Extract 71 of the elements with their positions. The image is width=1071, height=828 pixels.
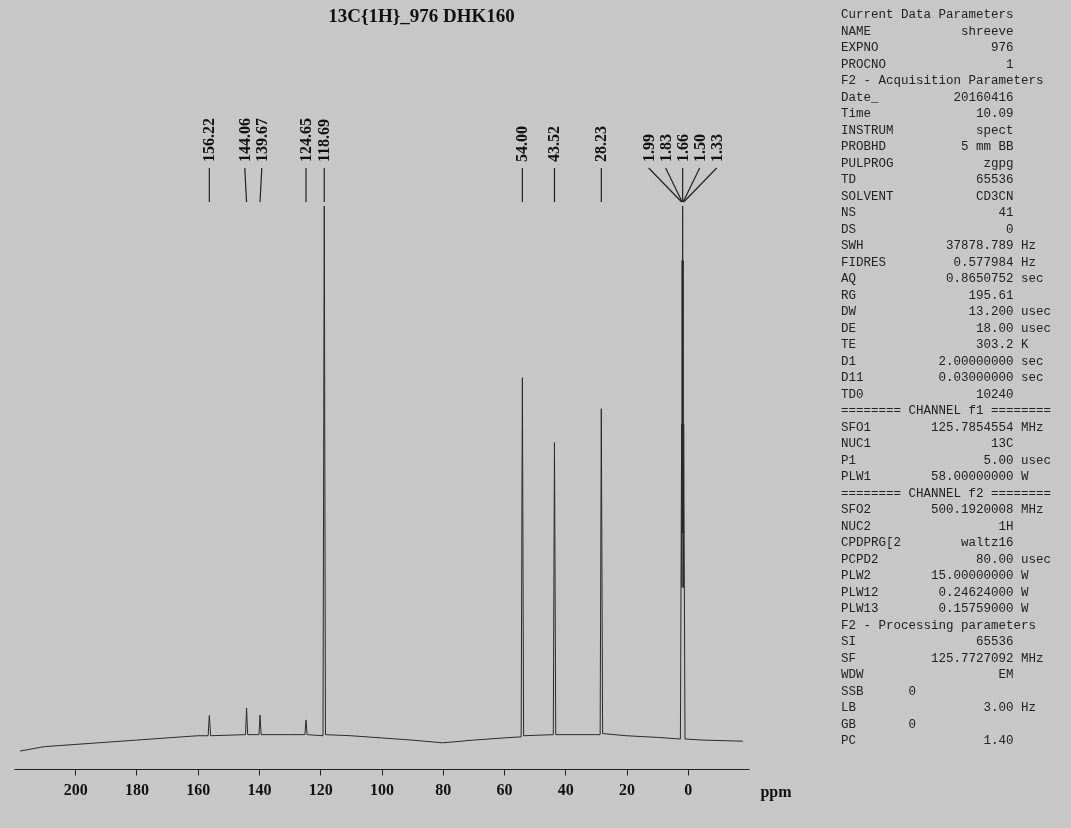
text: PROBHD 5 mm BB <box>841 140 1015 155</box>
text: SOLVENT CD3CN <box>841 189 1014 204</box>
annotation: 1.99 <box>639 134 657 162</box>
text: SI 65536 <box>841 635 1014 650</box>
text: PCPD2 80.00 usec <box>841 552 1052 567</box>
annotation: 43.52 <box>545 126 563 162</box>
text: ======== CHANNEL f1 ======== <box>841 404 1052 419</box>
text: NAME shreeve <box>841 24 1014 39</box>
text: SSB 0 <box>841 684 917 699</box>
text: TD 65536 <box>841 173 1014 188</box>
text: DW 13.200 usec <box>841 305 1052 320</box>
text: CPDPRG[2 waltz16 <box>841 536 1014 551</box>
x-tick-label: 40 <box>557 780 574 798</box>
x-tick-label: 180 <box>125 780 149 798</box>
text: LB 3.00 Hz <box>841 701 1037 716</box>
text: RG 195.61 <box>841 288 1014 303</box>
text: DE 18.00 usec <box>841 321 1052 336</box>
text: PULPROG zgpg <box>841 156 1014 171</box>
annotation: 1.66 <box>673 134 691 162</box>
text: D11 0.03000000 sec <box>841 371 1044 386</box>
text: NUC1 13C <box>841 437 1014 452</box>
text: NUC2 1H <box>841 519 1014 534</box>
text: SWH 37878.789 Hz <box>841 239 1037 254</box>
text: PROCNO 1 <box>841 57 1014 72</box>
text: PC 1.40 <box>841 734 1014 749</box>
x-tick-label: 60 <box>496 780 513 798</box>
annotation: 1.50 <box>690 134 708 162</box>
x-tick-label: 100 <box>370 780 394 798</box>
text: WDW EM <box>841 668 1014 683</box>
text: PLW1 58.00000000 W <box>841 470 1030 485</box>
text: F2 - Acquisition Parameters <box>841 74 1044 89</box>
annotation: 1.83 <box>656 134 674 162</box>
x-tick-label: 140 <box>247 780 272 798</box>
x-tick-label: 160 <box>186 780 211 798</box>
text: AQ 0.8650752 sec <box>841 272 1044 287</box>
annotation: 124.65 <box>297 118 315 162</box>
chart-title: 13C{1H}_976 DHK160 <box>328 5 515 26</box>
text: FIDRES 0.577984 Hz <box>841 255 1037 270</box>
text: Time 10.09 <box>841 107 1014 122</box>
text: GB 0 <box>841 717 917 732</box>
text: DS 0 <box>841 222 1014 237</box>
text: F2 - Processing parameters <box>841 618 1037 633</box>
text: PLW2 15.00000000 W <box>841 569 1030 584</box>
text: INSTRUM spect <box>841 123 1014 138</box>
annotation: 1.33 <box>707 134 725 162</box>
text: SFO2 500.1920008 MHz <box>841 503 1044 518</box>
text: TD0 10240 <box>841 387 1014 402</box>
text: SF 125.7727092 MHz <box>841 651 1044 666</box>
text: Date_ 20160416 <box>841 90 1014 105</box>
x-tick-label: 200 <box>63 780 88 798</box>
x-tick-label: 120 <box>308 780 333 798</box>
text: P1 5.00 usec <box>841 453 1052 468</box>
text: D1 2.00000000 sec <box>841 354 1044 369</box>
annotation: 54.00 <box>513 126 531 162</box>
annotation: 156.22 <box>200 118 218 162</box>
text: TE 303.2 K <box>841 338 1030 353</box>
text: PLW12 0.24624000 W <box>841 585 1030 600</box>
annotation: 139.67 <box>252 118 270 162</box>
x-tick-label: 80 <box>435 780 452 798</box>
text: Current Data Parameters <box>841 8 1014 23</box>
text: PLW13 0.15759000 W <box>841 602 1030 617</box>
annotation: 28.23 <box>592 126 610 162</box>
text: ======== CHANNEL f2 ======== <box>841 486 1052 501</box>
text: EXPNO 976 <box>841 41 1014 56</box>
text: SFO1 125.7854554 MHz <box>841 420 1044 435</box>
text: NS 41 <box>841 206 1014 221</box>
annotation: 144.06 <box>235 118 253 162</box>
annotation: 118.69 <box>315 118 333 162</box>
x-tick-label: 0 <box>684 780 693 798</box>
x-tick-label: 20 <box>619 780 635 798</box>
x-axis-title: ppm <box>760 782 793 801</box>
